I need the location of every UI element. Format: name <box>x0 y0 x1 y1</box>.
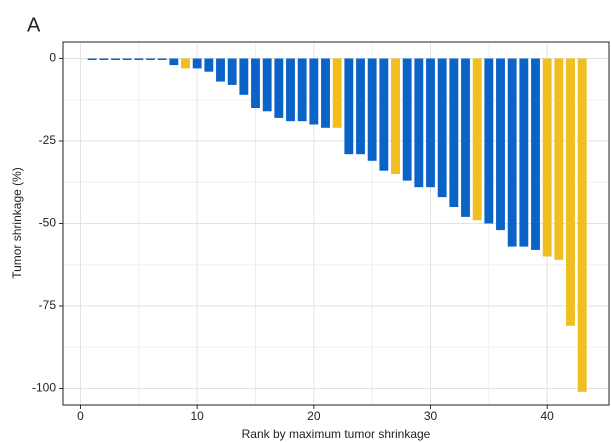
x-axis-label: Rank by maximum tumor shrinkage <box>242 427 431 441</box>
bar <box>122 58 132 60</box>
bar <box>531 58 540 250</box>
bar <box>321 58 330 128</box>
bar <box>356 58 365 155</box>
bar <box>87 58 97 60</box>
bar <box>99 58 109 60</box>
bar <box>192 58 202 69</box>
bar <box>507 58 517 247</box>
y-tick-label: 0 <box>49 51 56 65</box>
bar <box>227 58 237 85</box>
bar <box>566 58 575 326</box>
bar <box>169 58 179 66</box>
panel-label: A <box>27 14 41 36</box>
bar <box>472 58 482 221</box>
bar <box>519 58 529 247</box>
bar <box>157 58 167 60</box>
bar <box>391 58 400 174</box>
bar <box>414 58 424 188</box>
x-tick-label: 30 <box>424 409 438 423</box>
bar <box>461 58 470 217</box>
bar <box>251 58 260 108</box>
plot-border <box>62 41 610 406</box>
bar <box>496 58 505 231</box>
x-tick-label: 0 <box>77 409 84 423</box>
y-tick-label: -50 <box>39 216 57 230</box>
bar <box>332 58 342 128</box>
bar <box>484 58 494 224</box>
bar <box>367 58 377 161</box>
bar <box>554 58 564 260</box>
bar <box>449 58 459 207</box>
bar <box>402 58 412 181</box>
y-tick-label: -75 <box>39 298 57 312</box>
bar <box>379 58 389 171</box>
bar <box>286 58 295 122</box>
bar <box>437 58 447 198</box>
bar <box>426 58 435 188</box>
x-tick-label: 10 <box>190 409 204 423</box>
bar <box>542 58 552 257</box>
x-tick-label: 40 <box>540 409 554 423</box>
y-tick-label: -25 <box>39 133 57 147</box>
y-tick-label: -100 <box>32 381 56 395</box>
bar <box>344 58 354 155</box>
x-tick-label: 20 <box>307 409 321 423</box>
bar <box>239 58 249 95</box>
bar <box>111 58 120 60</box>
bar <box>309 58 319 125</box>
bar <box>262 58 272 112</box>
bar <box>297 58 307 122</box>
bar <box>577 58 587 392</box>
bar <box>216 58 225 82</box>
bar <box>204 58 214 72</box>
y-axis-label: Tumor shrinkage (%) <box>10 167 24 279</box>
bar <box>274 58 284 118</box>
bar <box>181 58 190 69</box>
bar <box>146 58 155 60</box>
bar <box>134 58 144 60</box>
